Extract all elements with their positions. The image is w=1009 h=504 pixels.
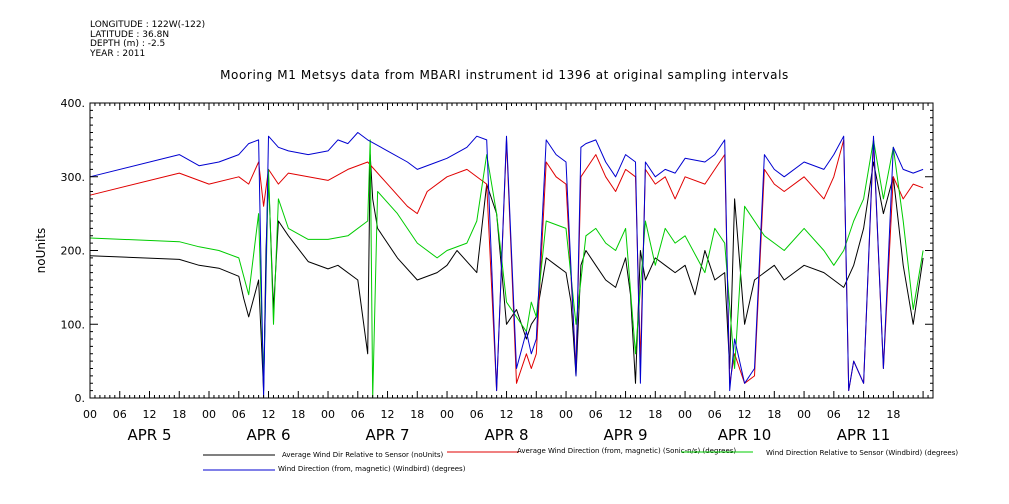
x-tick-label: 12 xyxy=(738,408,752,421)
legend: Average Wind Dir Relative to Sensor (noU… xyxy=(203,447,958,473)
x-day-label: APR 9 xyxy=(604,426,648,444)
x-day-label: APR 11 xyxy=(837,426,891,444)
y-tick-label: 100. xyxy=(61,318,86,331)
year-text: YEAR : 2011 xyxy=(90,48,146,59)
x-day-label: APR 7 xyxy=(366,426,410,444)
x-tick-label: 12 xyxy=(619,408,633,421)
legend-label-1: Average Wind Dir Relative to Sensor (noU… xyxy=(282,451,443,459)
x-tick-label: 06 xyxy=(232,408,246,421)
x-tick-label: 18 xyxy=(172,408,186,421)
latitude-text: LATITUDE : 36.8N xyxy=(90,29,170,40)
x-tick-label: 06 xyxy=(589,408,603,421)
x-tick-label: 12 xyxy=(262,408,276,421)
x-tick-label: 00 xyxy=(559,408,573,421)
x-tick-label: 18 xyxy=(410,408,424,421)
series-line-4 xyxy=(89,132,924,399)
y-tick-label: 0. xyxy=(75,392,86,405)
x-tick-label: 06 xyxy=(351,408,365,421)
depth-text: DEPTH (m) : -2.5 xyxy=(90,39,166,49)
plot-series xyxy=(89,132,924,399)
x-tick-label: 18 xyxy=(648,408,662,421)
y-tick-label: 300. xyxy=(61,171,86,184)
longitude-text: LONGITUDE : 122W(-122) xyxy=(90,20,206,30)
legend-label-4: Wind Direction (from, magnetic) (Windbir… xyxy=(278,465,466,473)
metadata-block: LONGITUDE : 122W(-122) LATITUDE : 36.8N … xyxy=(90,20,206,59)
series-line-3 xyxy=(89,139,924,399)
x-tick-label: 12 xyxy=(500,408,514,421)
x-day-label: APR 8 xyxy=(485,426,529,444)
chart-title: Mooring M1 Metsys data from MBARI instru… xyxy=(220,68,789,82)
series-line-1 xyxy=(89,154,924,392)
x-tick-label: 12 xyxy=(381,408,395,421)
x-tick-label: 00 xyxy=(440,408,454,421)
y-tick-label: 400. xyxy=(61,97,86,110)
x-tick-label: 00 xyxy=(797,408,811,421)
x-tick-label: 18 xyxy=(767,408,781,421)
x-day-label: APR 10 xyxy=(718,426,772,444)
series-line-2 xyxy=(89,139,924,392)
x-day-label: APR 5 xyxy=(127,426,171,444)
x-day-label: APR 6 xyxy=(246,426,290,444)
axis-labels: 0. 100. 200. 300. 400. noUnits 00 06 12 18 00 06 12 1… xyxy=(34,97,900,444)
x-tick-label: 06 xyxy=(113,408,127,421)
x-tick-label: 00 xyxy=(321,408,335,421)
x-tick-label: 18 xyxy=(291,408,305,421)
x-tick-label: 00 xyxy=(678,408,692,421)
x-tick-label: 18 xyxy=(886,408,900,421)
x-tick-label: 00 xyxy=(202,408,216,421)
x-tick-label: 18 xyxy=(529,408,543,421)
x-tick-label: 06 xyxy=(470,408,484,421)
legend-label-3: Wind Direction Relative to Sensor (Windb… xyxy=(766,449,958,457)
legend-label-2: Average Wind Direction (from, magnetic) … xyxy=(517,447,736,455)
axis-ticks xyxy=(89,102,934,399)
x-tick-label: 12 xyxy=(857,408,871,421)
y-tick-label: 200. xyxy=(61,245,86,258)
x-tick-label: 12 xyxy=(143,408,157,421)
y-axis-label: noUnits xyxy=(34,228,48,274)
x-tick-label: 00 xyxy=(83,408,97,421)
x-tick-label: 06 xyxy=(708,408,722,421)
x-tick-label: 06 xyxy=(827,408,841,421)
